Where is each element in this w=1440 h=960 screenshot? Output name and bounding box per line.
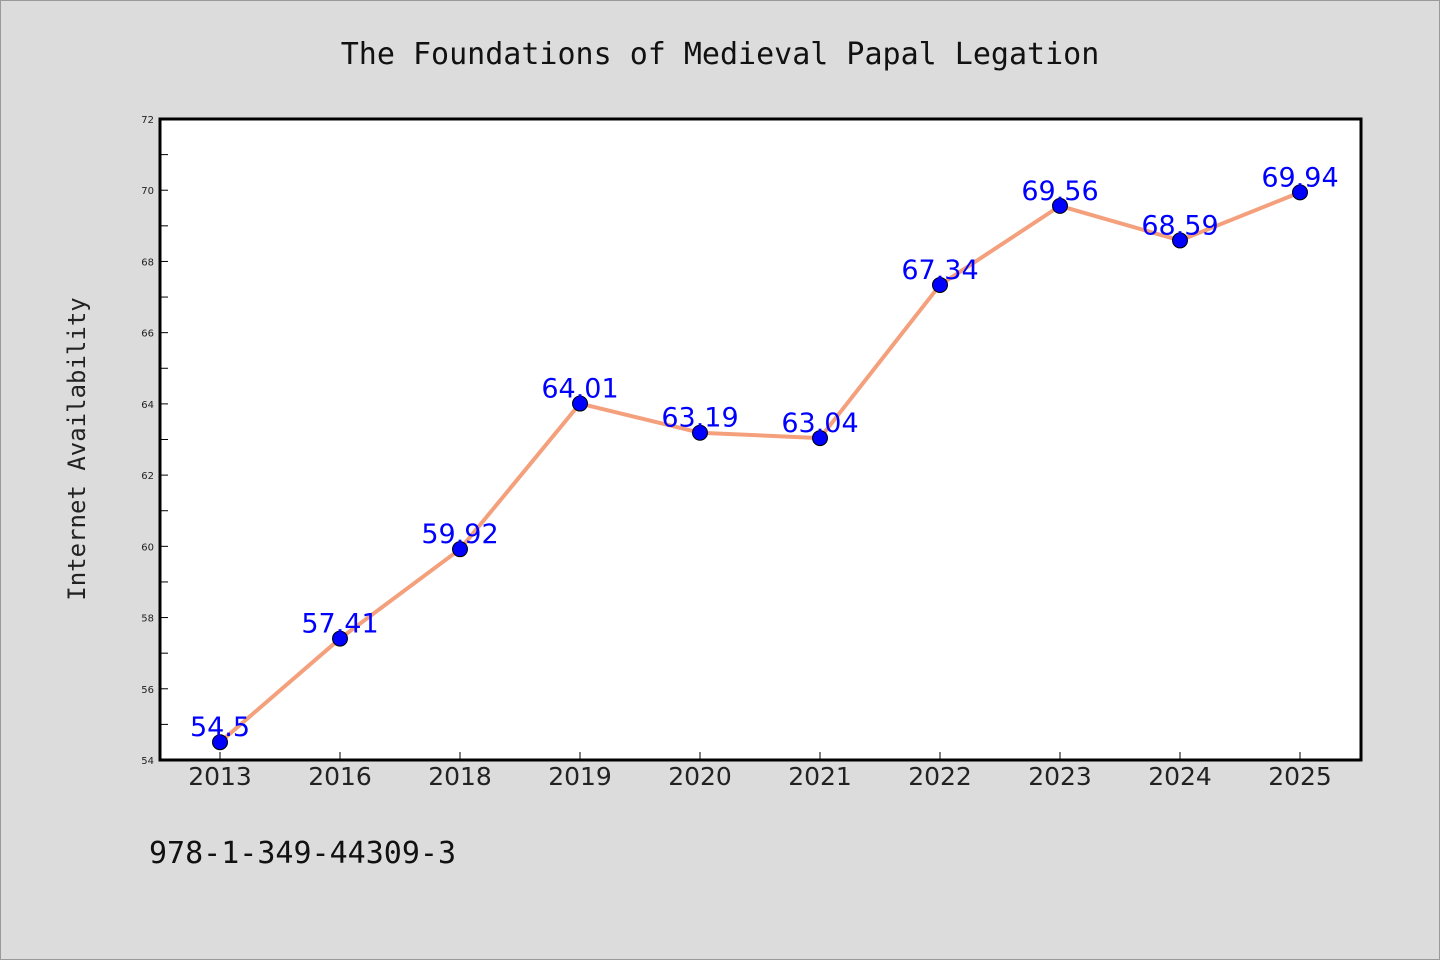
data-point	[692, 424, 708, 441]
y-tick-label: 58	[141, 614, 154, 625]
y-tick-label: 70	[141, 186, 154, 197]
data-label: 63.19	[661, 403, 738, 434]
y-tick-label: 62	[141, 471, 154, 482]
data-labels: 54.5 57.41 59.92 64.01 63.19 63.04 67.34 69.56 6…	[190, 162, 1339, 743]
x-tick-label: 2018	[428, 762, 492, 791]
data-point	[1292, 184, 1308, 201]
y-tick-label: 72	[141, 115, 154, 126]
data-label: 69.56	[1021, 176, 1098, 207]
data-label: 67.34	[901, 255, 978, 286]
x-tick-label: 2024	[1148, 762, 1212, 791]
x-tick-label: 2023	[1028, 762, 1092, 791]
y-tick-label: 68	[141, 257, 154, 268]
data-label: 64.01	[541, 374, 618, 405]
data-point	[212, 734, 228, 751]
x-tick-label: 2022	[908, 762, 972, 791]
y-tick-label: 66	[141, 329, 154, 340]
x-tick-label: 2025	[1268, 762, 1332, 791]
y-tick-label: 54	[141, 756, 154, 767]
data-label: 68.59	[1141, 210, 1218, 241]
y-tick-label: 60	[141, 542, 154, 553]
data-label: 59.92	[421, 519, 498, 550]
series-group	[212, 184, 1308, 751]
data-point	[452, 541, 468, 558]
x-tick-label: 2016	[308, 762, 372, 791]
data-label: 54.5	[190, 712, 250, 743]
data-point	[332, 630, 348, 647]
chart-title: The Foundations of Medieval Papal Legati…	[341, 37, 1100, 72]
data-point	[572, 395, 588, 412]
data-label: 69.94	[1261, 162, 1338, 193]
isbn-text: 978-1-349-44309-3	[149, 836, 456, 871]
plot-area	[158, 117, 1363, 762]
data-point	[932, 276, 948, 293]
x-tick-label: 2013	[188, 762, 252, 791]
x-axis: 2013 2016 2018 2019 2020 2021 2022 2023 2024 2025	[188, 752, 1332, 791]
x-tick-label: 2020	[668, 762, 732, 791]
data-point	[1172, 232, 1188, 249]
data-point	[1052, 197, 1068, 214]
series-line	[218, 190, 1302, 745]
data-point	[812, 430, 828, 447]
x-tick-label: 2019	[548, 762, 612, 791]
data-label: 57.41	[301, 609, 378, 640]
x-tick-label: 2021	[788, 762, 852, 791]
y-tick-label: 56	[141, 685, 154, 696]
y-axis: 54 56 58 60 62 64 66 68 70 72	[141, 115, 168, 767]
data-label: 63.04	[781, 408, 858, 439]
y-tick-label: 64	[141, 400, 154, 411]
y-axis-label: Internet Availability	[63, 297, 91, 600]
